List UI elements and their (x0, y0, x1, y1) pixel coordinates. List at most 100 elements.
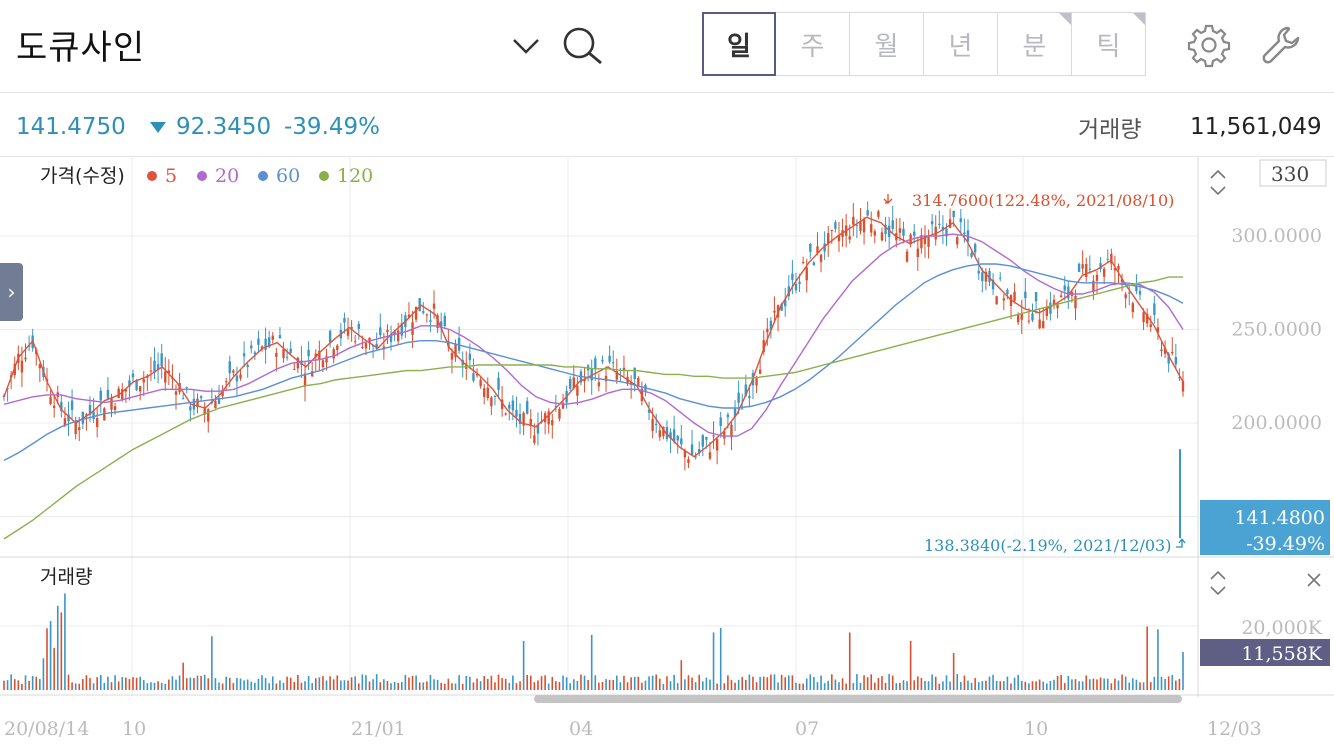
tab-minute[interactable]: 분 (998, 12, 1072, 76)
candle-body (522, 412, 525, 426)
volume-bar (723, 683, 726, 690)
candle-body (941, 226, 945, 231)
price-tick-label: 300.0000 (1231, 225, 1322, 247)
volume-bar (1096, 679, 1098, 690)
candle-body (361, 346, 364, 349)
tab-week[interactable]: 주 (776, 12, 850, 76)
volume-updown-arrows-icon[interactable] (1210, 570, 1226, 596)
candle-body (1160, 349, 1163, 352)
candle-body (995, 296, 998, 305)
volume-bar (623, 675, 625, 690)
candle-body (1020, 313, 1023, 320)
candle-body (758, 369, 762, 374)
stock-title[interactable]: 도큐사인 (16, 28, 146, 68)
candle-body (239, 374, 242, 379)
volume-bar (823, 683, 826, 690)
volume-bar (1060, 675, 1062, 690)
volume-bar (1089, 679, 1091, 690)
search-icon[interactable] (560, 24, 604, 68)
volume-bar (870, 674, 873, 690)
volume-bar (447, 678, 450, 690)
volume-bar (293, 681, 296, 690)
volume-bar (239, 678, 242, 690)
close-icon[interactable] (1307, 573, 1321, 587)
candle-body (984, 271, 988, 282)
candle-body (1138, 290, 1142, 295)
volume-bar (924, 680, 926, 690)
volume-bar (175, 679, 177, 690)
volume-bar (383, 679, 385, 690)
volume-bar (64, 593, 66, 690)
volume-bar (809, 674, 812, 690)
volume-bar (701, 681, 704, 690)
candle-body (336, 345, 339, 351)
stock-chart[interactable]: 가격(수정) 5 20 60 120 300.0000 250.0000 200.0000… (0, 157, 1334, 750)
tab-day[interactable]: 일 (702, 12, 776, 76)
volume-bar (522, 640, 525, 690)
updown-arrows-icon[interactable] (1210, 169, 1226, 196)
header-divider (0, 92, 1334, 93)
volume-label: 거래량 (1078, 117, 1142, 143)
candle-body (160, 353, 163, 367)
candle-body (400, 323, 403, 336)
volume-bar (605, 679, 607, 690)
candle-body (866, 210, 869, 216)
volume-bar (361, 674, 364, 690)
volume-bar (759, 676, 761, 690)
volume-bar (608, 679, 611, 690)
candle-body (52, 405, 56, 409)
tab-year[interactable]: 년 (924, 12, 998, 76)
volume-bar (232, 683, 235, 690)
candle-body (346, 329, 350, 336)
candle-body (1056, 302, 1059, 309)
candle-body (1117, 265, 1120, 270)
candle-body (959, 218, 963, 223)
chart-scrollbar[interactable] (534, 695, 1182, 703)
chevron-down-icon[interactable] (510, 30, 542, 62)
tab-tick-label: 틱 (1096, 31, 1121, 62)
candle-body (669, 432, 672, 439)
candle-body (601, 359, 604, 362)
volume-bar (1042, 681, 1045, 690)
candle-body (217, 397, 221, 404)
gear-icon[interactable] (1186, 22, 1232, 68)
candle-body (511, 400, 515, 411)
volume-bar (795, 682, 797, 690)
candle-body (1006, 289, 1009, 295)
candle-body (246, 364, 249, 368)
volume-bar (673, 674, 675, 690)
candle-body (830, 229, 834, 231)
tab-month[interactable]: 월 (850, 12, 924, 76)
volume-bar (211, 636, 213, 690)
candle-body (396, 330, 400, 342)
volume-bar (888, 674, 890, 690)
candle-body (970, 252, 973, 257)
candle-body (680, 438, 683, 445)
candle-body (1013, 291, 1016, 301)
volume-bar (486, 678, 489, 690)
volume-bar (1142, 682, 1145, 690)
candle-body (848, 236, 851, 240)
scale-box[interactable] (1259, 159, 1327, 187)
side-panel-handle[interactable]: › (0, 263, 23, 321)
candle-body (913, 231, 916, 236)
volume-bar (866, 677, 869, 690)
wrench-icon[interactable] (1258, 22, 1306, 70)
volume-bar (1110, 683, 1113, 690)
candle-body (1034, 292, 1038, 302)
volume-bar (443, 683, 446, 690)
volume-bar (314, 678, 317, 690)
volume-bar (540, 676, 543, 690)
candle-body (307, 349, 310, 357)
candle-body (712, 435, 715, 437)
volume-bar (669, 681, 672, 690)
tab-tick[interactable]: 틱 (1072, 12, 1146, 76)
volume-bar (841, 678, 844, 690)
candle-body (823, 243, 826, 252)
volume-bar (709, 679, 711, 690)
volume-bar (615, 675, 618, 690)
candle-body (414, 306, 418, 320)
volume-bar (1164, 678, 1166, 690)
candle-body (278, 335, 282, 339)
volume-bar (182, 662, 184, 690)
